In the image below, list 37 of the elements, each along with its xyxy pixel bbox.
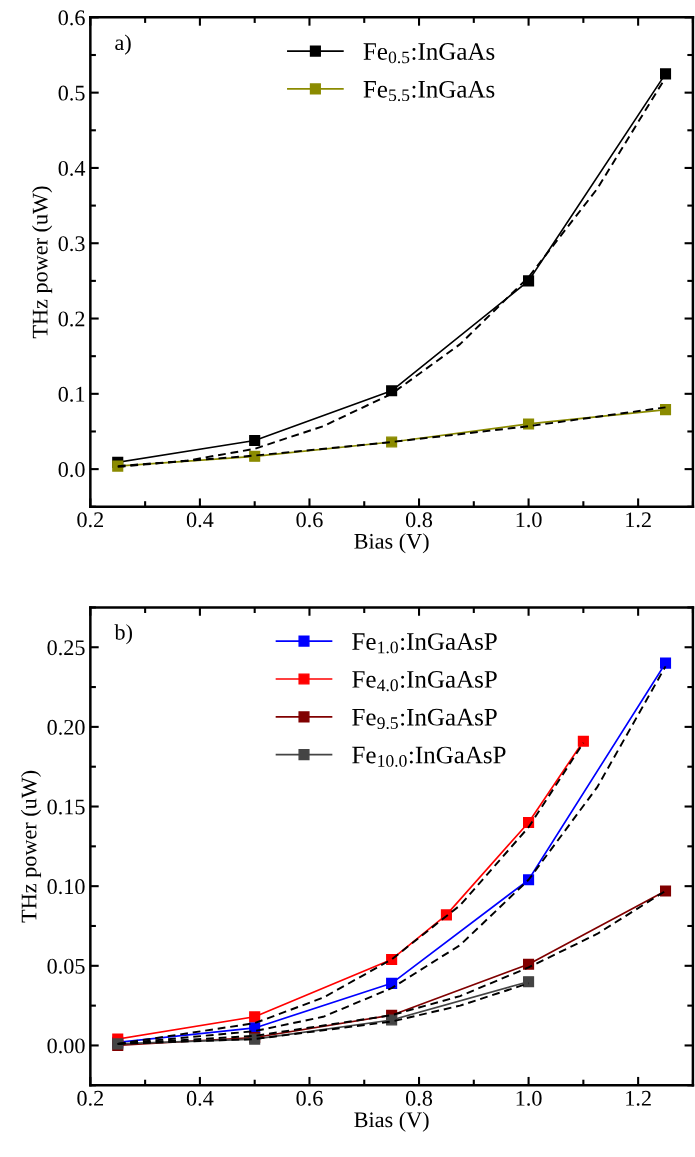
y-tick-label: 0.10 xyxy=(47,879,85,895)
x-tick-label: 1.0 xyxy=(516,512,542,528)
y-tick-label: 0.00 xyxy=(47,1038,85,1054)
x-tick-label: 0.2 xyxy=(77,512,104,528)
x-tick-label: 0.6 xyxy=(296,1090,323,1106)
y-tick-label: 0.20 xyxy=(47,719,85,735)
x-tick-label: 0.6 xyxy=(296,512,323,528)
x-tick-label: 0.4 xyxy=(186,512,214,528)
y-tick-label: 0.2 xyxy=(58,311,85,327)
y-tick-label: 0.05 xyxy=(47,958,85,974)
legend-label: Fe$_{5.5}$:InGaAs xyxy=(363,80,495,102)
y-tick-label: 0.0 xyxy=(58,462,85,478)
x-tick-label: 0.8 xyxy=(405,512,433,528)
y-axis-title: THz power (uW) xyxy=(20,770,42,923)
y-tick-label: 0.15 xyxy=(47,799,85,815)
annotation: a) xyxy=(115,34,131,55)
y-tick-label: 0.1 xyxy=(58,386,85,402)
y-tick-label: 0.6 xyxy=(58,10,85,26)
x-tick-label: 1.0 xyxy=(516,1090,542,1106)
x-axis-title: Bias (V) xyxy=(354,1111,429,1132)
y-tick-label: 0.4 xyxy=(58,160,86,176)
x-tick-label: 0.4 xyxy=(186,1090,214,1106)
y-tick-label: 0.3 xyxy=(58,236,85,252)
legend-label: Fe$_{9.5}$:InGaAsP xyxy=(352,708,497,730)
x-axis-title: Bias (V) xyxy=(354,533,429,554)
legend-label: Fe$_{10.0}$:InGaAsP xyxy=(352,746,506,767)
x-tick-label: 0.8 xyxy=(405,1090,433,1106)
y-axis-title: THz power (uW) xyxy=(32,186,53,339)
annotation: b) xyxy=(114,624,132,645)
x-tick-label: 0.2 xyxy=(77,1090,104,1106)
x-tick-label: 1.2 xyxy=(626,512,651,528)
x-tick-label: 1.2 xyxy=(626,1090,651,1106)
legend-label: Fe$_{4.0}$:InGaAsP xyxy=(352,671,497,692)
y-tick-label: 0.25 xyxy=(47,640,85,656)
legend-label: Fe$_{0.5}$:InGaAs xyxy=(363,43,495,64)
legend-label: Fe$_{1.0}$:InGaAsP xyxy=(352,633,497,654)
y-tick-label: 0.5 xyxy=(58,85,85,101)
